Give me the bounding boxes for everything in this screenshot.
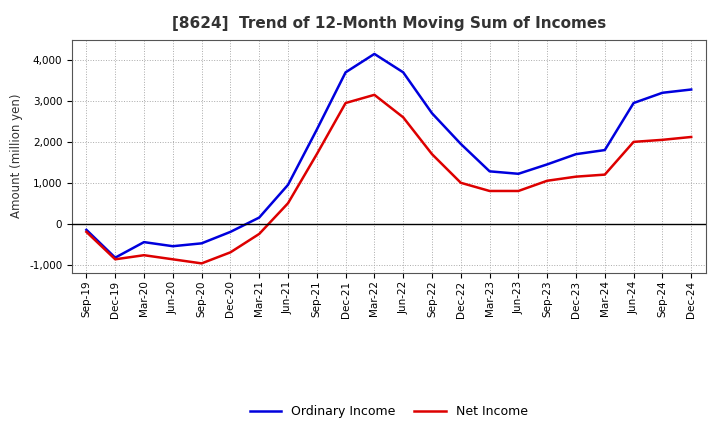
Ordinary Income bbox=[399, 70, 408, 75]
Ordinary Income bbox=[140, 239, 148, 245]
Ordinary Income bbox=[341, 70, 350, 75]
Net Income bbox=[399, 115, 408, 120]
Y-axis label: Amount (million yen): Amount (million yen) bbox=[11, 94, 24, 218]
Net Income bbox=[197, 261, 206, 266]
Ordinary Income bbox=[456, 141, 465, 147]
Ordinary Income bbox=[514, 171, 523, 176]
Ordinary Income bbox=[168, 244, 177, 249]
Net Income bbox=[629, 139, 638, 144]
Ordinary Income bbox=[687, 87, 696, 92]
Net Income bbox=[168, 257, 177, 262]
Net Income bbox=[370, 92, 379, 98]
Net Income bbox=[456, 180, 465, 185]
Net Income bbox=[111, 257, 120, 262]
Ordinary Income bbox=[485, 169, 494, 174]
Ordinary Income bbox=[600, 147, 609, 153]
Net Income bbox=[572, 174, 580, 179]
Ordinary Income bbox=[111, 255, 120, 260]
Net Income bbox=[140, 253, 148, 258]
Net Income bbox=[687, 134, 696, 139]
Legend: Ordinary Income, Net Income: Ordinary Income, Net Income bbox=[245, 400, 533, 423]
Net Income bbox=[255, 231, 264, 237]
Net Income bbox=[428, 151, 436, 157]
Ordinary Income bbox=[197, 241, 206, 246]
Net Income bbox=[514, 188, 523, 194]
Ordinary Income bbox=[226, 229, 235, 235]
Ordinary Income bbox=[428, 110, 436, 116]
Ordinary Income bbox=[572, 151, 580, 157]
Net Income bbox=[312, 151, 321, 157]
Net Income bbox=[600, 172, 609, 177]
Ordinary Income bbox=[370, 51, 379, 57]
Net Income bbox=[658, 137, 667, 143]
Ordinary Income bbox=[312, 127, 321, 132]
Net Income bbox=[82, 229, 91, 235]
Net Income bbox=[543, 178, 552, 183]
Title: [8624]  Trend of 12-Month Moving Sum of Incomes: [8624] Trend of 12-Month Moving Sum of I… bbox=[171, 16, 606, 32]
Ordinary Income bbox=[543, 162, 552, 167]
Ordinary Income bbox=[82, 227, 91, 232]
Net Income bbox=[284, 201, 292, 206]
Ordinary Income bbox=[658, 90, 667, 95]
Line: Net Income: Net Income bbox=[86, 95, 691, 264]
Net Income bbox=[485, 188, 494, 194]
Ordinary Income bbox=[255, 215, 264, 220]
Net Income bbox=[226, 250, 235, 255]
Ordinary Income bbox=[629, 100, 638, 106]
Ordinary Income bbox=[284, 182, 292, 187]
Line: Ordinary Income: Ordinary Income bbox=[86, 54, 691, 258]
Net Income bbox=[341, 100, 350, 106]
